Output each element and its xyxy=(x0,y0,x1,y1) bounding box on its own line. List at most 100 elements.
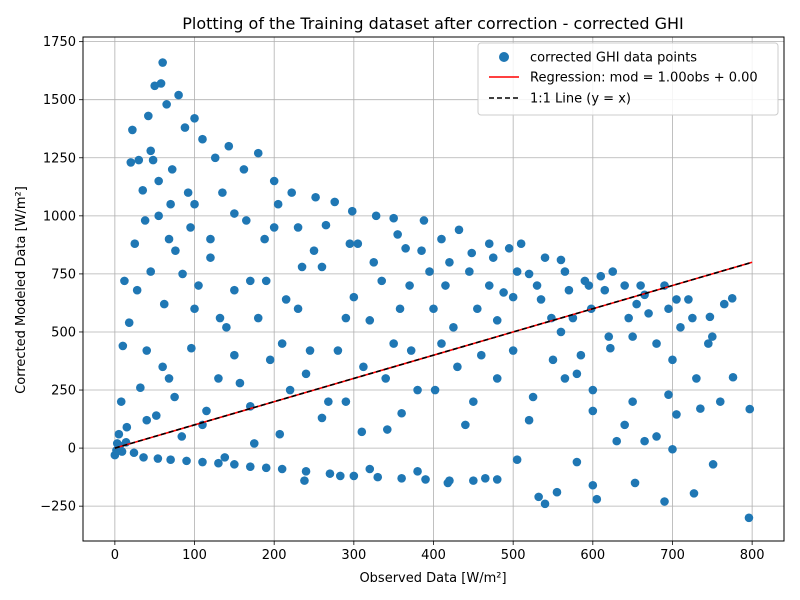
data-point xyxy=(325,469,335,478)
legend-label-points: corrected GHI data points xyxy=(530,51,697,66)
data-point xyxy=(187,343,196,353)
data-point xyxy=(469,476,478,485)
data-point xyxy=(317,262,327,272)
data-point xyxy=(245,276,255,286)
data-point xyxy=(186,223,195,232)
data-point xyxy=(183,188,193,197)
data-point xyxy=(277,339,287,348)
data-point xyxy=(347,206,357,216)
data-point xyxy=(620,281,629,290)
data-point xyxy=(293,304,303,314)
data-point xyxy=(504,244,514,253)
x-axis-label: Observed Data [W/m²] xyxy=(359,571,506,586)
data-point xyxy=(335,471,345,481)
data-point xyxy=(287,188,297,197)
data-point xyxy=(114,429,124,439)
data-point xyxy=(269,176,279,186)
data-point xyxy=(305,346,315,355)
data-point xyxy=(624,313,633,323)
data-point xyxy=(664,304,673,314)
data-point xyxy=(449,323,458,332)
data-point xyxy=(588,385,598,395)
data-point xyxy=(220,453,230,462)
data-point xyxy=(230,350,239,360)
data-point xyxy=(301,369,311,379)
x-tick-label: 100 xyxy=(182,548,207,563)
data-point xyxy=(277,464,287,474)
data-point xyxy=(249,439,259,448)
data-point xyxy=(154,176,163,186)
data-point xyxy=(369,257,379,267)
data-point xyxy=(136,383,145,393)
data-point xyxy=(166,455,175,465)
data-point xyxy=(206,234,215,244)
data-point xyxy=(556,255,566,265)
data-point xyxy=(275,429,285,439)
data-point xyxy=(124,318,134,327)
data-point xyxy=(620,420,629,430)
data-point xyxy=(429,304,438,314)
data-point xyxy=(437,339,446,348)
data-point xyxy=(297,262,307,272)
data-point xyxy=(508,346,518,355)
data-point xyxy=(122,422,132,432)
data-points xyxy=(110,58,755,523)
data-point xyxy=(381,374,391,383)
data-point xyxy=(705,312,715,322)
data-point xyxy=(397,408,406,418)
y-tick-label: 250 xyxy=(51,384,76,399)
data-point xyxy=(311,192,320,202)
data-point xyxy=(182,456,191,466)
data-point xyxy=(174,90,183,100)
data-point xyxy=(281,295,291,304)
data-point xyxy=(166,199,175,209)
data-point xyxy=(150,81,159,91)
data-point xyxy=(744,513,754,523)
data-point xyxy=(584,281,594,290)
data-point xyxy=(333,346,343,355)
legend-marker-points xyxy=(499,52,509,62)
data-point xyxy=(164,234,174,244)
y-axis-ticks: −250 0 250 500 750 1000 1250 1500 1750 xyxy=(40,35,83,515)
data-point xyxy=(142,346,152,355)
data-point xyxy=(242,216,251,225)
data-point xyxy=(728,372,738,382)
data-point xyxy=(269,223,279,232)
data-point xyxy=(689,489,699,498)
data-point xyxy=(604,332,614,341)
data-point xyxy=(401,244,410,253)
data-point xyxy=(612,436,622,446)
data-point xyxy=(564,285,574,295)
data-point xyxy=(676,323,685,332)
data-point xyxy=(636,281,645,290)
data-point xyxy=(224,141,234,151)
data-point xyxy=(445,257,454,267)
data-point xyxy=(540,253,550,262)
data-point xyxy=(465,267,474,276)
data-point xyxy=(265,355,275,365)
data-point xyxy=(151,411,161,420)
data-point xyxy=(215,313,225,323)
x-tick-label: 500 xyxy=(501,548,526,563)
data-point xyxy=(230,285,239,295)
data-point xyxy=(116,397,126,406)
data-point xyxy=(692,374,701,383)
legend: corrected GHI data points Regression: mo… xyxy=(477,42,779,116)
data-point xyxy=(177,432,187,441)
data-point xyxy=(324,397,333,406)
data-point xyxy=(317,413,327,423)
data-point xyxy=(528,392,538,402)
chart-title: Plotting of the Training dataset after c… xyxy=(182,14,683,33)
data-point xyxy=(421,475,430,484)
data-point xyxy=(395,304,405,314)
data-point xyxy=(260,234,269,244)
y-axis-label: Corrected Modeled Data [W/m²] xyxy=(14,186,29,394)
data-point xyxy=(273,199,283,209)
data-point xyxy=(492,475,502,484)
data-point xyxy=(194,281,203,290)
y-tick-label: 1500 xyxy=(43,93,76,108)
data-point xyxy=(512,455,522,465)
data-point xyxy=(684,295,693,304)
data-point xyxy=(640,436,649,446)
